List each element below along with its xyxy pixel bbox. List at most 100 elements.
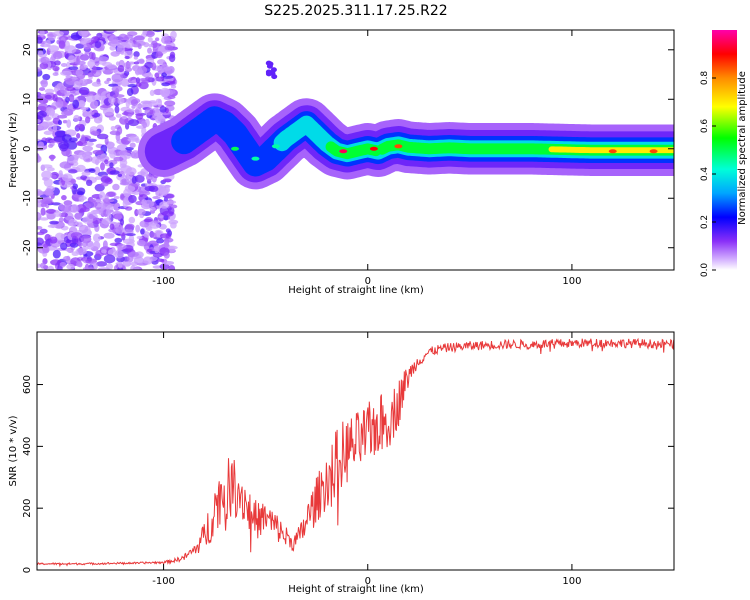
heatmap-noise-speckle [61,110,74,116]
heatmap-noise-speckle [52,249,61,259]
heatmap-noise-speckle [112,183,120,191]
heatmap-hotspot [649,149,658,154]
heatmap-noise-speckle [85,94,96,103]
heatmap-noise-speckle [90,199,96,203]
heatmap-noise-speckle [142,199,155,208]
heatmap-noise-speckle [38,87,46,91]
heatmap-noise-speckle [116,44,126,54]
heatmap-ridge-band [325,141,382,160]
heatmap-noise-speckle [37,119,42,123]
heatmap-noise-speckle [63,256,71,262]
heatmap-noise-speckle [65,96,70,103]
heatmap-y-tick-label: 0 [22,146,33,152]
heatmap-noise-speckle [135,113,144,120]
heatmap-noise-speckle [66,119,72,129]
heatmap-noise-speckle [78,242,83,248]
heatmap-noise-speckle [37,50,44,58]
heatmap-noise-speckle [125,122,130,130]
heatmap-y-label: Frequency (Hz) [8,112,19,188]
heatmap-noise-speckle [79,54,90,61]
heatmap-noise-speckle [65,248,72,252]
heatmap-noise-speckle [93,241,101,250]
heatmap-noise-speckle [123,188,131,197]
heatmap-noise-speckle [149,89,155,97]
heatmap-noise-speckle [122,261,132,267]
heatmap-noise-speckle [92,149,105,155]
heatmap-noise-speckle [57,114,68,119]
heatmap-noise-speckle [163,240,170,249]
heatmap-noise-speckle [48,108,55,117]
heatmap-noise-speckle [165,228,171,233]
colorbar-tick-label: 0.0 [700,263,710,278]
heatmap-noise-speckle [37,231,45,236]
heatmap-noise-speckle [140,168,149,177]
snr-x-tick-label: -100 [152,576,175,587]
heatmap-noise-speckle [160,259,165,263]
heatmap-noise-speckle [50,259,62,266]
heatmap-noise-speckle [101,218,112,225]
heatmap-noise-speckle [43,130,53,136]
heatmap-noise-speckle [41,196,53,204]
heatmap-noise-speckle [125,223,135,230]
heatmap-noise-speckle [70,204,79,213]
heatmap-frame [36,29,675,271]
heatmap-noise-speckle [89,168,96,173]
heatmap-noise-speckle [58,141,70,150]
heatmap-x-tick-label: 100 [562,276,581,287]
heatmap-noise-speckle [68,55,76,63]
heatmap-noise-speckle [154,245,160,254]
heatmap-noise-speckle [68,169,78,174]
heatmap-noise-speckle [127,83,138,88]
heatmap-noise-speckle [133,51,140,58]
heatmap-noise-speckle [39,62,49,70]
heatmap-noise-speckle [167,95,176,100]
heatmap-noise-speckle [143,218,153,223]
heatmap-noise-speckle [114,105,120,114]
heatmap-noise-speckle [43,178,53,187]
heatmap-noise-speckle [79,78,88,84]
heatmap-noise-speckle [81,171,91,176]
heatmap-isolated-feature [266,63,273,69]
heatmap-noise-speckle [40,207,46,216]
heatmap-noise-speckle [69,242,79,248]
heatmap-noise-speckle [58,217,64,223]
heatmap-noise-speckle [147,47,152,54]
heatmap-noise-speckle [111,73,124,83]
heatmap-isolated-feature [265,69,272,75]
heatmap-noise-speckle [100,153,107,162]
heatmap-noise-speckle [124,40,134,49]
heatmap-noise-speckle [89,111,95,115]
heatmap-noise-speckle [114,237,123,243]
heatmap-noise-speckle [42,73,51,81]
heatmap-noise-speckle [77,30,89,37]
heatmap-noise-speckle [52,72,59,77]
heatmap-noise-speckle [108,116,116,121]
heatmap-noise-speckle [101,249,107,254]
heatmap-noise-speckle [159,233,171,239]
heatmap-noise-speckle [117,173,123,177]
heatmap-noise-speckle [144,61,154,69]
heatmap-noise-speckle [126,88,134,97]
heatmap-noise-speckle [52,125,58,133]
heatmap-noise-speckle [103,232,115,239]
heatmap-noise-speckle [103,254,116,264]
heatmap-noise-speckle [97,267,110,270]
heatmap-noise-speckle [121,115,128,119]
heatmap-noise-speckle [143,256,153,265]
heatmap-noise-speckle [61,134,72,143]
heatmap-noise-speckle [106,141,115,148]
heatmap-noise-speckle [123,62,132,69]
heatmap-noise-speckle [144,185,155,192]
heatmap-noise-speckle [125,233,136,237]
heatmap-y-tick-label: -20 [22,240,33,256]
heatmap-noise-speckle [159,263,170,270]
snr-y-label: SNR (10 * v/v) [8,415,19,486]
heatmap-noise-speckle [82,240,88,248]
heatmap-noise-speckle [155,98,162,104]
heatmap-noise-speckle [122,199,128,208]
heatmap-noise-speckle [104,137,109,146]
heatmap-hotspot [339,149,348,154]
heatmap-noise-speckle [37,237,44,246]
heatmap-noise-speckle [130,182,140,187]
